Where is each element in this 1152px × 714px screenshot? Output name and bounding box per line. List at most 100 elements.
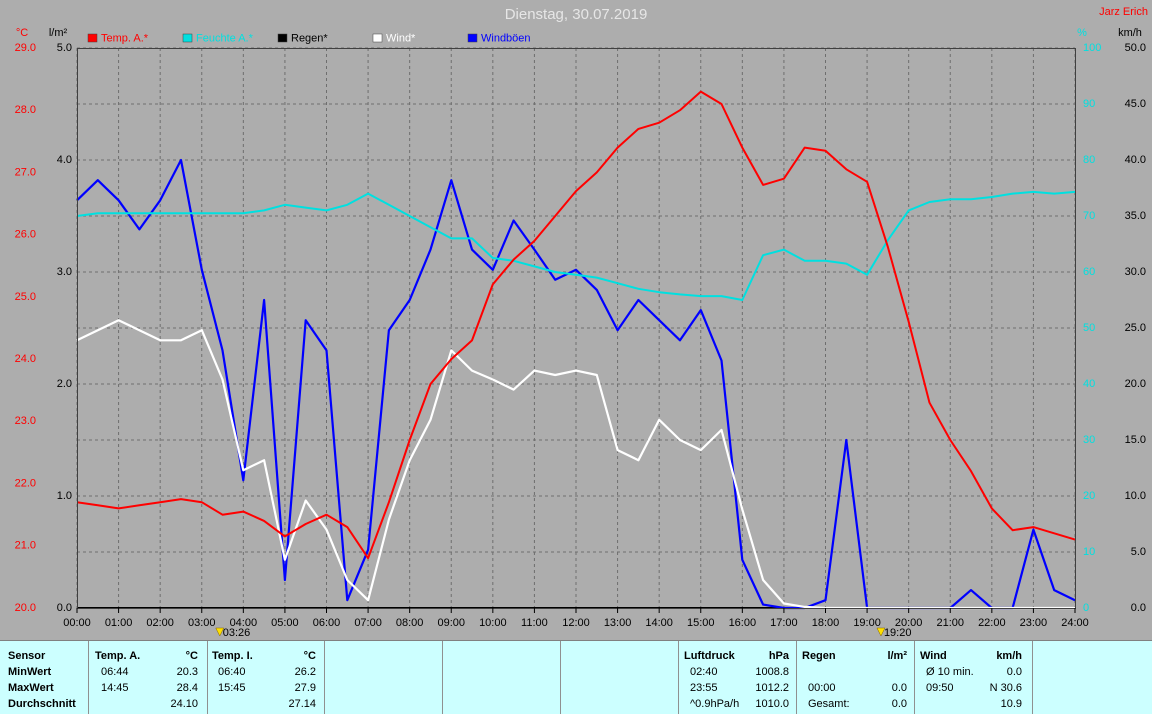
legend-label: Regen* (291, 32, 328, 44)
x-tick-label: 24:00 (1061, 617, 1089, 629)
table-header: km/h (996, 650, 1022, 662)
table-cell: 00:00 (808, 682, 836, 694)
x-tick-label: 22:00 (978, 617, 1006, 629)
stats-table: Sensor MinWert MaxWert Durchschnitt Temp. A.… (8, 641, 1033, 714)
x-tick-label: 21:00 (936, 617, 964, 629)
y-tick-label: 40.0 (1125, 154, 1146, 166)
table-header: hPa (769, 650, 790, 662)
y-tick-label: 80 (1083, 154, 1095, 166)
x-tick-label: 14:00 (645, 617, 673, 629)
table-header: l/m² (887, 650, 907, 662)
x-tick-label: 05:00 (271, 617, 299, 629)
row-label: MinWert (8, 666, 52, 678)
legend: Temp. A.* Feuchte A.* Regen* Wind* Windböen (87, 32, 531, 44)
axis-unit: km/h (1118, 27, 1142, 39)
y-tick-label: 0 (1083, 602, 1089, 614)
row-label: Durchschnitt (8, 698, 76, 710)
table-cell: 27.9 (295, 682, 316, 694)
annotation: 03:26 (223, 627, 251, 639)
table-cell: 0.0 (892, 698, 907, 710)
y-tick-label: 10 (1083, 546, 1095, 558)
legend-label: Wind* (386, 32, 416, 44)
table-cell: 06:40 (218, 666, 246, 678)
author: Jarz Erich (1099, 6, 1148, 18)
sun-marker (876, 627, 886, 637)
y-tick-label: 100 (1083, 42, 1101, 54)
legend-label: Temp. A.* (101, 32, 149, 44)
y-tick-label: 2.0 (57, 378, 72, 390)
y-tick-label: 60 (1083, 266, 1095, 278)
y-tick-label: 28.0 (15, 104, 36, 116)
y-tick-label: 20.0 (1125, 378, 1146, 390)
x-tick-label: 09:00 (437, 617, 465, 629)
table-cell: 09:50 (926, 682, 954, 694)
x-tick-label: 10:00 (479, 617, 507, 629)
x-tick-label: 15:00 (687, 617, 715, 629)
y-tick-label: 5.0 (57, 42, 72, 54)
legend-swatch (87, 33, 98, 43)
table-header: Sensor (8, 650, 46, 662)
x-tick-label: 02:00 (146, 617, 174, 629)
table-header: Wind (920, 650, 947, 662)
axis-unit: l/m² (49, 27, 68, 39)
table-cell: 23:55 (690, 682, 718, 694)
table-cell: 24.10 (170, 698, 198, 710)
y-tick-label: 40 (1083, 378, 1095, 390)
table-cell: N 30.6 (990, 682, 1022, 694)
y-tick-label: 21.0 (15, 540, 36, 552)
y-tick-label: 20.0 (15, 602, 36, 614)
legend-label: Feuchte A.* (196, 32, 254, 44)
x-tick-label: 08:00 (396, 617, 424, 629)
table-cell: Ø 10 min. (926, 666, 974, 678)
x-tick-label: 23:00 (1020, 617, 1048, 629)
table-cell: 10.9 (1001, 698, 1022, 710)
x-tick-label: 12:00 (562, 617, 590, 629)
table-header: °C (304, 650, 316, 662)
y-tick-label: 10.0 (1125, 490, 1146, 502)
x-tick-label: 11:00 (521, 617, 548, 629)
table-cell: 0.0 (892, 682, 907, 694)
axis-unit: % (1077, 27, 1087, 39)
y-tick-label: 30.0 (1125, 266, 1146, 278)
table-cell: 26.2 (295, 666, 316, 678)
table-cell: 1008.8 (755, 666, 789, 678)
table-cell: Gesamt: (808, 698, 850, 710)
sun-marker (215, 627, 225, 637)
table-cell: 20.3 (177, 666, 198, 678)
y-tick-label: 35.0 (1125, 210, 1146, 222)
table-cell: 06:44 (101, 666, 129, 678)
y-tick-label: 24.0 (15, 353, 36, 365)
y-tick-label: 20 (1083, 490, 1095, 502)
y-tick-label: 50 (1083, 322, 1095, 334)
table-cell: 1012.2 (755, 682, 789, 694)
y-tick-label: 3.0 (57, 266, 72, 278)
y-tick-label: 26.0 (15, 229, 36, 241)
table-cell: 15:45 (218, 682, 246, 694)
table-header: Luftdruck (684, 650, 736, 662)
legend-swatch (277, 33, 288, 43)
table-cell: 1010.0 (755, 698, 789, 710)
table-cell: ^0.9hPa/h (690, 698, 739, 710)
table-header: Temp. I. (212, 650, 253, 662)
x-tick-label: 19:00 (853, 617, 881, 629)
y-tick-label: 0.0 (57, 602, 72, 614)
chart-title: Dienstag, 30.07.2019 (505, 6, 648, 23)
annotation: 19:20 (884, 627, 912, 639)
legend-label: Windböen (481, 32, 531, 44)
y-tick-label: 25.0 (15, 291, 36, 303)
x-tick-label: 17:00 (770, 617, 798, 629)
x-tick-label: 00:00 (63, 617, 91, 629)
row-label: MaxWert (8, 682, 54, 694)
x-tick-label: 13:00 (604, 617, 632, 629)
table-cell: 14:45 (101, 682, 129, 694)
series-line (76, 190, 1076, 301)
y-tick-label: 0.0 (1131, 602, 1146, 614)
y-tick-label: 50.0 (1125, 42, 1146, 54)
legend-swatch (467, 33, 478, 43)
x-tick-label: 01:00 (105, 617, 133, 629)
x-tick-label: 18:00 (812, 617, 840, 629)
y-tick-label: 25.0 (1125, 322, 1146, 334)
table-background (0, 640, 1152, 714)
